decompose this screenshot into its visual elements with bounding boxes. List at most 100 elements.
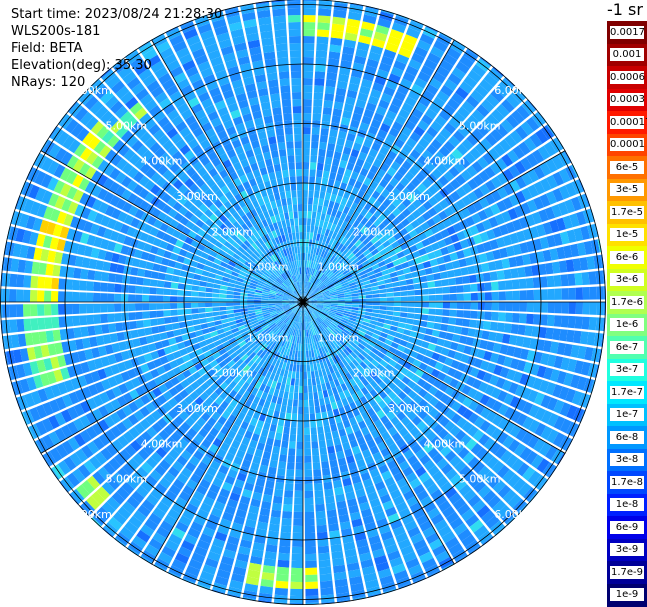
ray-gate [342, 46, 355, 56]
ray-gate [512, 478, 526, 493]
ray-gate [533, 302, 542, 313]
ray-gate [291, 305, 298, 311]
ray-gate [316, 255, 321, 263]
ray-gate [468, 412, 480, 424]
ray-gate [491, 311, 499, 321]
ray-gate [314, 490, 324, 498]
ray-gate [459, 465, 472, 478]
ray-gate [135, 294, 143, 302]
ray-gate [269, 402, 276, 411]
ray-gate [207, 321, 216, 328]
ray-gate [269, 322, 276, 329]
ray-gate [275, 295, 283, 298]
ray-gate [143, 118, 157, 131]
ray-gate [116, 158, 128, 171]
ray-gate [417, 269, 426, 277]
ray-gate [315, 377, 321, 385]
ray-gate [490, 176, 503, 189]
ray-gate [390, 66, 404, 78]
ray-gate [295, 371, 300, 379]
ray-gate [335, 87, 347, 97]
ray-gate [442, 294, 450, 301]
ray-gate [472, 499, 486, 513]
ray-gate [303, 141, 311, 149]
ray-gate [244, 261, 252, 268]
ray-gate [103, 163, 115, 177]
ray-gate [218, 360, 227, 369]
ray-gate [270, 452, 279, 461]
ray-gate [365, 383, 374, 393]
ray-gate [265, 480, 275, 489]
ray-gate [67, 254, 77, 266]
ray-gate [268, 340, 275, 348]
ray-gate [309, 297, 317, 301]
ray-gate [87, 269, 96, 280]
ray-gate [345, 25, 359, 35]
ray-gate [305, 308, 310, 315]
ray-gate [268, 298, 276, 301]
ray-gate [314, 310, 320, 316]
ray-gate [341, 175, 350, 184]
ray-gate [179, 172, 190, 184]
ray-gate [323, 307, 330, 311]
ray-gate [361, 21, 375, 31]
ray-gate [526, 313, 534, 325]
ray-gate [29, 361, 40, 375]
ray-gate [181, 264, 190, 272]
ray-gate [304, 274, 306, 282]
ray-gate [201, 328, 210, 335]
ray-gate [278, 330, 284, 338]
ray-gate [254, 294, 262, 298]
ray-gate [279, 313, 286, 319]
ray-gate [268, 231, 274, 240]
ray-gate [275, 482, 284, 490]
ray-gate [570, 196, 582, 211]
ray-gate [41, 190, 53, 205]
ray-gate [290, 588, 303, 596]
ray-gate [478, 253, 488, 263]
ray-gate [109, 167, 121, 180]
ray-gate [365, 291, 373, 295]
ray-gate [303, 84, 313, 93]
ray-gate [369, 278, 378, 284]
ray-gate [397, 344, 406, 352]
ray-gate [349, 244, 357, 253]
ray-gate [247, 305, 255, 308]
ray-gate [282, 296, 290, 300]
ray-gate [249, 402, 258, 411]
ray-gate [79, 192, 90, 206]
ray-gate [339, 277, 347, 283]
ray-gate [315, 292, 323, 297]
ray-gate [62, 394, 73, 408]
ray-gate [350, 148, 360, 158]
ray-gate [363, 108, 375, 119]
ray-gate [478, 381, 489, 393]
ray-gate [144, 269, 153, 278]
ray-gate [223, 142, 234, 153]
ray-gate [435, 302, 444, 309]
ray-gate [481, 330, 490, 340]
ray-gate [363, 433, 373, 443]
ray-gate [169, 360, 179, 369]
ray-gate [357, 545, 370, 555]
ray-gate [261, 307, 269, 311]
ray-gate [241, 436, 251, 446]
ray-gate [305, 539, 316, 547]
ray-gate [122, 71, 137, 85]
ray-gate [388, 391, 397, 401]
ray-gate [276, 309, 284, 314]
ray-gate [319, 361, 325, 370]
ray-gate [242, 373, 250, 382]
ray-gate [46, 221, 56, 235]
ray-gate [80, 361, 90, 374]
ray-gate [43, 358, 53, 371]
ray-gate [220, 442, 230, 452]
ray-gate [259, 321, 267, 327]
ray-gate [249, 317, 258, 323]
ray-gate [344, 326, 352, 333]
ray-gate [356, 436, 366, 446]
ray-gate [331, 321, 339, 327]
ray-gate [299, 315, 302, 323]
ray-gate [324, 228, 330, 237]
ray-gate [216, 270, 225, 276]
